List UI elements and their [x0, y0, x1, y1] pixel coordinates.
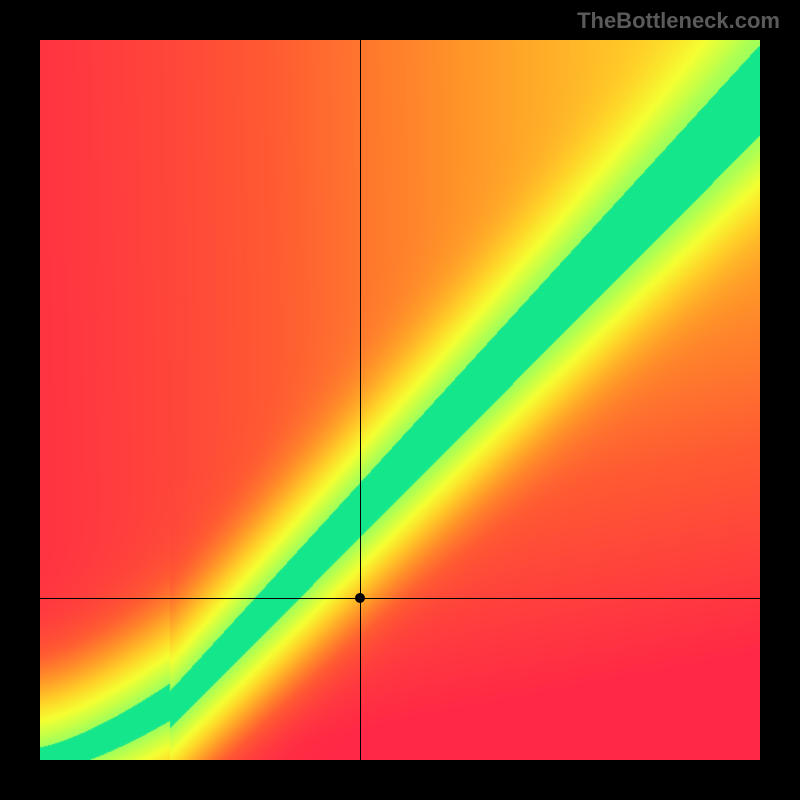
bottleneck-heatmap: [40, 40, 760, 760]
crosshair-marker: [355, 593, 365, 603]
heatmap-canvas: [40, 40, 760, 760]
crosshair-vertical: [360, 40, 361, 760]
crosshair-horizontal: [40, 598, 760, 599]
watermark-text: TheBottleneck.com: [577, 8, 780, 34]
